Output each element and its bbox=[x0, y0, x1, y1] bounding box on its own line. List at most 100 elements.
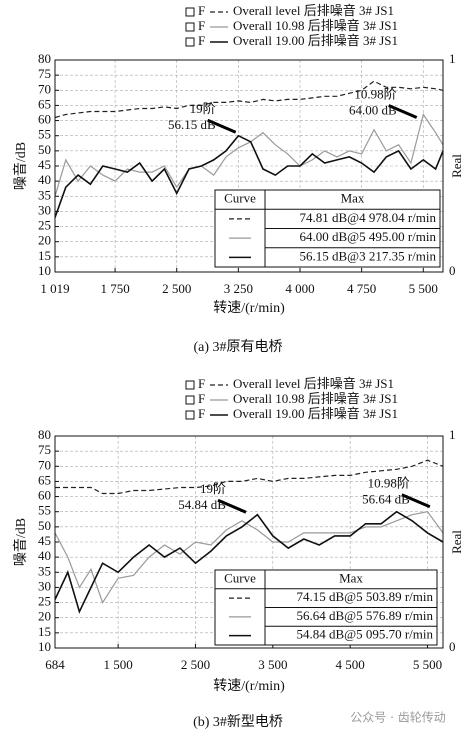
y-tick-label: 80 bbox=[38, 427, 51, 442]
series-line bbox=[54, 134, 444, 218]
annotation-arrow bbox=[401, 493, 431, 509]
y2-tick-label: 1 bbox=[449, 51, 456, 66]
caption: (a) 3#原有电桥 bbox=[193, 339, 282, 355]
y-tick-label: 70 bbox=[38, 81, 51, 96]
x-tick-label: 2 500 bbox=[181, 657, 210, 672]
series-line bbox=[54, 113, 444, 197]
y-tick-label: 60 bbox=[38, 488, 51, 503]
x-tick-label: 4 500 bbox=[336, 657, 365, 672]
annotation-text: 19阶 bbox=[190, 101, 216, 116]
table-header: Curve bbox=[224, 570, 256, 585]
y-tick-label: 25 bbox=[38, 218, 51, 233]
y-tick-label: 20 bbox=[38, 609, 51, 624]
table-cell: 56.15 dB@3 217.35 r/min bbox=[299, 248, 436, 263]
legend-prefix: F bbox=[198, 18, 205, 33]
annotation-text: 10.98阶 bbox=[368, 476, 410, 491]
annotation-text: 19阶 bbox=[200, 481, 226, 496]
y2-axis-label: Real bbox=[449, 154, 464, 178]
y2-tick-label: 1 bbox=[449, 427, 456, 442]
legend-box bbox=[185, 410, 195, 420]
annotation-text: 54.84 dB bbox=[178, 497, 226, 512]
y-tick-label: 30 bbox=[38, 578, 51, 593]
annotation-text: 56.64 dB bbox=[362, 492, 410, 507]
legend-box bbox=[185, 395, 195, 405]
annotation-arrow bbox=[217, 498, 247, 514]
table-cell: 74.15 dB@5 503.89 r/min bbox=[296, 589, 433, 604]
y-tick-label: 10 bbox=[38, 639, 51, 654]
x-tick-label: 4 000 bbox=[285, 281, 314, 296]
annotation-text: 56.15 dB bbox=[168, 117, 216, 132]
table-cell: 74.81 dB@4 978.04 r/min bbox=[299, 210, 436, 225]
y-tick-label: 20 bbox=[38, 233, 51, 248]
table-header: Max bbox=[341, 191, 365, 206]
legend-prefix: F bbox=[198, 376, 205, 391]
y-tick-label: 25 bbox=[38, 594, 51, 609]
series-line bbox=[54, 511, 444, 604]
table-header: Max bbox=[339, 570, 363, 585]
y-tick-label: 45 bbox=[38, 157, 51, 172]
x-tick-label: 684 bbox=[45, 657, 65, 672]
legend-label: Overall 19.00 后排噪音 3# JS1 bbox=[233, 406, 398, 421]
x-tick-label: 5 500 bbox=[409, 281, 438, 296]
y-tick-label: 35 bbox=[38, 187, 51, 202]
legend-label: Overall 19.00 后排噪音 3# JS1 bbox=[233, 33, 398, 48]
x-axis-label: 转速/(r/min) bbox=[213, 678, 285, 694]
annotation-text: 64.00 dB bbox=[349, 103, 397, 118]
annotation-arrow bbox=[388, 104, 418, 119]
legend-box bbox=[185, 380, 195, 390]
legend-box bbox=[185, 7, 195, 17]
legend-prefix: F bbox=[198, 3, 205, 18]
x-tick-label: 1 019 bbox=[40, 281, 69, 296]
table-cell: 64.00 dB@5 495.00 r/min bbox=[299, 229, 436, 244]
y-tick-label: 70 bbox=[38, 457, 51, 472]
plot-frame bbox=[54, 59, 444, 273]
caption: (b) 3#新型电桥 bbox=[193, 714, 283, 730]
y-tick-label: 15 bbox=[38, 248, 51, 263]
y-tick-label: 35 bbox=[38, 563, 51, 578]
x-tick-label: 5 500 bbox=[413, 657, 442, 672]
table-cell: 56.64 dB@5 576.89 r/min bbox=[296, 608, 433, 623]
x-tick-label: 4 750 bbox=[347, 281, 376, 296]
y-tick-label: 50 bbox=[38, 142, 51, 157]
y-tick-label: 55 bbox=[38, 503, 51, 518]
series-line bbox=[54, 510, 444, 614]
x-tick-label: 3 500 bbox=[258, 657, 287, 672]
series-line bbox=[54, 80, 444, 119]
x-tick-label: 1 750 bbox=[100, 281, 129, 296]
legend-box bbox=[185, 22, 195, 32]
x-axis-label: 转速/(r/min) bbox=[213, 300, 285, 316]
y-axis-label: 噪音/dB bbox=[12, 142, 29, 190]
y-tick-label: 65 bbox=[38, 96, 51, 111]
annotation-arrow bbox=[207, 118, 237, 134]
legend-label: Overall 10.98 后排噪音 3# JS1 bbox=[233, 391, 398, 406]
legend-prefix: F bbox=[198, 33, 205, 48]
y-tick-label: 45 bbox=[38, 533, 51, 548]
legend-label: Overall level 后排噪音 3# JS1 bbox=[233, 3, 394, 18]
legend-prefix: F bbox=[198, 406, 205, 421]
y-tick-label: 55 bbox=[38, 127, 51, 142]
series-line bbox=[55, 459, 444, 495]
annotation-text: 10.98阶 bbox=[354, 87, 396, 102]
table-header: Curve bbox=[224, 191, 256, 206]
x-tick-label: 2 500 bbox=[162, 281, 191, 296]
y-tick-label: 40 bbox=[38, 172, 51, 187]
x-tick-label: 3 250 bbox=[224, 281, 253, 296]
y-tick-label: 15 bbox=[38, 624, 51, 639]
y-tick-label: 65 bbox=[38, 472, 51, 487]
y2-tick-label: 0 bbox=[449, 263, 456, 278]
watermark: 公众号 · 齿轮传动 bbox=[350, 710, 445, 725]
y-tick-label: 60 bbox=[38, 112, 51, 127]
legend-label: Overall level 后排噪音 3# JS1 bbox=[233, 376, 394, 391]
y-tick-label: 80 bbox=[38, 51, 51, 66]
table-cell: 54.84 dB@5 095.70 r/min bbox=[296, 627, 433, 642]
legend-box bbox=[185, 37, 195, 47]
x-tick-label: 1 500 bbox=[103, 657, 132, 672]
y-tick-label: 30 bbox=[38, 202, 51, 217]
y-tick-label: 10 bbox=[38, 263, 51, 278]
y-tick-label: 40 bbox=[38, 548, 51, 563]
y2-tick-label: 0 bbox=[449, 639, 456, 654]
y-axis-label: 噪音/dB bbox=[12, 518, 29, 566]
y-tick-label: 75 bbox=[38, 442, 51, 457]
y-tick-label: 50 bbox=[38, 518, 51, 533]
